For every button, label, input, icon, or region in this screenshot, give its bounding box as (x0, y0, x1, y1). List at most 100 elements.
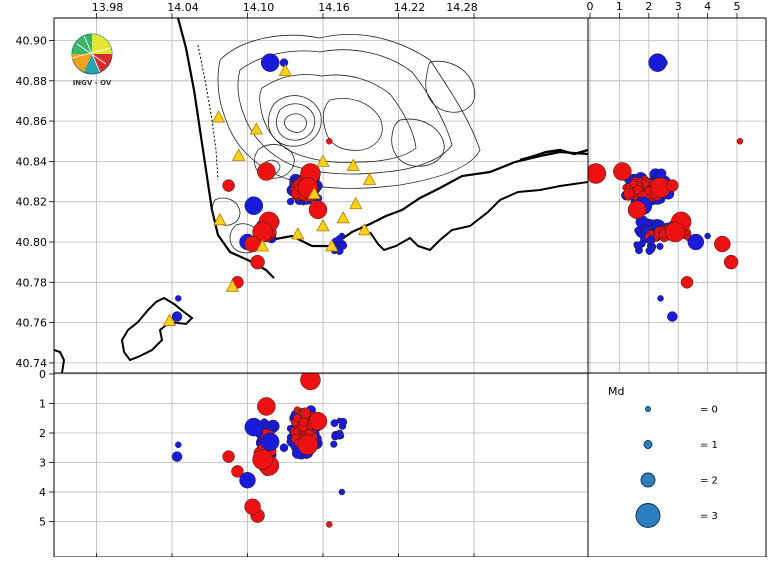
depth-lon-marker (260, 432, 280, 452)
bottom-y-tick-label: 1 (39, 398, 46, 411)
earthquake-marker (260, 53, 280, 72)
depth-lat-marker (667, 311, 678, 322)
depth-lat-marker (647, 235, 656, 244)
bottom-grid (54, 373, 588, 557)
right-x-tick-label: 1 (616, 0, 623, 13)
depth-lon-marker (293, 428, 301, 436)
legend-size-marker (635, 503, 661, 528)
depth-lat-marker (687, 233, 705, 251)
earthquake-marker (244, 196, 264, 215)
map-x-tick-label: 14.10 (243, 1, 275, 14)
right-x-tick-label: 5 (734, 0, 741, 13)
seismic-station-marker (211, 110, 226, 123)
earthquake-marker (308, 200, 328, 220)
depth-lon-marker (330, 419, 339, 428)
earthquake-marker (250, 254, 265, 270)
seismic-station-marker (362, 172, 377, 185)
seismic-station-marker (249, 122, 263, 135)
depth-lat-marker (645, 246, 654, 255)
map-x-ticks: 13.98 14.04 14.10 14.16 14.22 14.28 (92, 1, 478, 18)
seismic-station-marker (213, 212, 227, 226)
depth-lat-marker (714, 235, 731, 253)
depth-lat-marker (723, 254, 739, 270)
seismic-station-marker (232, 148, 246, 161)
map-y-tick-label: 40.74 (16, 357, 48, 370)
coastline-east (519, 148, 588, 162)
seismic-station-marker (346, 158, 360, 171)
legend-entry-label: = 0 (700, 405, 718, 416)
legend-entry-label: = 2 (700, 476, 718, 487)
right-events (588, 53, 744, 322)
right-x-tick-label: 4 (704, 0, 711, 13)
earthquake-marker (286, 197, 295, 206)
earthquake-marker (279, 58, 289, 67)
depth-lat-marker (704, 232, 711, 240)
earthquake-marker (326, 138, 333, 145)
depth-lon-marker (326, 521, 333, 528)
depth-lon-marker (308, 411, 328, 431)
map-y-tick-label: 40.84 (16, 155, 48, 168)
map-x-tick-label: 14.04 (167, 1, 199, 14)
legend-frame (587, 372, 767, 558)
admin-border (197, 44, 219, 181)
seismic-station-marker (349, 196, 363, 210)
earthquake-marker (175, 295, 182, 302)
map-x-tick-label: 14.28 (446, 1, 478, 14)
depth-lon-marker (338, 417, 348, 427)
seismic-station-marker (278, 63, 292, 77)
seismic-station-marker (225, 279, 240, 292)
depth-lat-marker (627, 200, 647, 220)
right-frame (587, 17, 767, 374)
seismic-station-marker (357, 223, 372, 236)
map-y-tick-label: 40.76 (16, 317, 48, 330)
depth-lon-marker (244, 498, 261, 515)
map-y-tick-label: 40.88 (16, 75, 48, 88)
legend-size-marker (645, 406, 651, 412)
earthquake-marker (171, 311, 183, 322)
seismic-station-marker (316, 154, 330, 167)
depth-lon-marker (330, 440, 338, 448)
depth-lon-marker (279, 443, 289, 452)
depth-lon-marker (252, 449, 273, 470)
depth-lat-marker (634, 226, 642, 235)
bottom-frame (53, 372, 589, 558)
depth-lat-marker (665, 221, 686, 243)
earthquake-marker (257, 162, 276, 181)
bottom-y-tick-label: 2 (39, 427, 46, 440)
map-x-tick-label: 14.22 (394, 1, 426, 14)
depth-lat-marker (659, 58, 668, 67)
depth-lon-marker (335, 431, 344, 440)
depth-lat-marker (633, 241, 642, 250)
right-x-tick-label: 2 (645, 0, 652, 13)
depth-lon-marker (297, 434, 319, 456)
legend-size-marker (643, 440, 653, 449)
earthquake-marker (338, 241, 348, 250)
bottom-y-tick-label: 0 (39, 368, 46, 381)
bottom-y-ticks: 0 1 2 3 4 5 (39, 368, 54, 529)
legend-title: Md (608, 385, 624, 398)
right-depth-panel: 0 1 2 3 4 5 (587, 0, 767, 374)
earthquake-marker (222, 179, 235, 192)
seismic-station-marker (291, 227, 305, 240)
depth-lon-marker (175, 441, 182, 449)
depth-lat-marker (629, 179, 638, 188)
depth-lat-marker (623, 187, 635, 199)
coastline-corner (54, 349, 66, 373)
earthquake-marker (338, 232, 346, 240)
depth-lat-marker (656, 168, 667, 179)
legend-entry-label: = 1 (700, 440, 718, 451)
map-y-tick-label: 40.86 (16, 115, 48, 128)
map-x-tick-label: 14.16 (318, 1, 350, 14)
depth-lon-marker (257, 397, 276, 416)
depth-lat-marker (588, 163, 607, 184)
bottom-events (171, 373, 348, 528)
bottom-y-tick-label: 5 (39, 516, 46, 529)
map-x-tick-label: 13.98 (92, 1, 124, 14)
bottom-x-ticks (96, 553, 475, 557)
coastline-peninsula (120, 296, 194, 362)
right-grid (588, 18, 766, 373)
bottom-y-tick-label: 3 (39, 457, 46, 470)
depth-lat-marker (736, 138, 744, 145)
